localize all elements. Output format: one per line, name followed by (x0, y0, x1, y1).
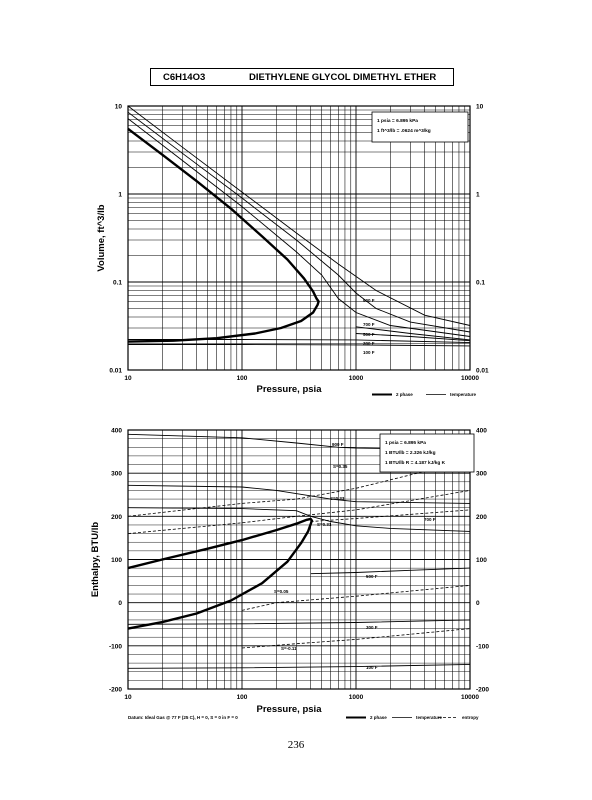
y-tick-label-right: 300 (476, 471, 487, 478)
y-tick-label-left: 100 (111, 557, 122, 564)
compound-title-box: C6H14O3 DIETHYLENE GLYCOL DIMETHYL ETHER (150, 68, 454, 86)
entropy-line-label: S=0.05 (274, 589, 289, 594)
temperature-line-label: 100 F (363, 350, 375, 355)
x-tick-label: 10 (124, 375, 132, 382)
y-tick-label-right: 0.1 (476, 280, 485, 287)
y-tick-label-right: -100 (476, 643, 489, 650)
temperature-line-label: 900 F (363, 298, 375, 303)
x-tick-label: 100 (237, 375, 248, 382)
entropy-line (241, 585, 471, 611)
conversion-note: 1 BTU/lb R = 4.187 kJ/kg K (385, 460, 446, 466)
y-tick-label-left: 300 (111, 471, 122, 478)
temperature-line-label: 300 F (363, 341, 375, 346)
y-tick-label-right: 200 (476, 514, 487, 521)
y-tick-label-left: 0.1 (113, 280, 122, 287)
x-tick-label: 1000 (349, 375, 364, 382)
datum-footnote: Datum: Ideal Gas @ 77 F (25 C), H = 0, S… (128, 715, 238, 720)
entropy-line-label: S=0.35 (333, 464, 348, 469)
legend-label: entropy (462, 715, 479, 720)
y-tick-label-left: 1 (118, 192, 122, 199)
y-tick-label-right: 400 (476, 428, 487, 435)
y-tick-label-right: 0.01 (476, 368, 489, 375)
y-tick-label-right: -200 (476, 687, 489, 694)
x-tick-label: 10000 (461, 375, 479, 382)
x-tick-label: 10 (124, 694, 132, 701)
temperature-line (127, 663, 471, 669)
two-phase-envelope (127, 127, 320, 343)
legend-label: temperature (450, 392, 477, 397)
y-tick-label-left: -200 (109, 687, 122, 694)
x-axis-label: Pressure, psia (257, 704, 323, 715)
conversion-note-box (379, 433, 475, 473)
y-axis-label: Enthalpy, BTU/lb (90, 522, 101, 597)
conversion-note: 1 ft^3/lb = .0624 m^3/kg (377, 128, 431, 134)
y-tick-label-right: 100 (476, 557, 487, 564)
x-tick-label: 100 (237, 694, 248, 701)
temperature-line (127, 619, 471, 625)
conversion-note: 1 psia = 6.895 kPa (377, 118, 418, 124)
temperature-line (127, 433, 471, 450)
entropy-line-label: S=0.31 (317, 522, 332, 527)
temperature-line (127, 105, 471, 326)
temperature-line (355, 333, 471, 342)
y-tick-label-left: 0 (118, 600, 122, 607)
y-tick-label-left: 200 (111, 514, 122, 521)
conversion-note: 1 psia = 6.895 kPa (385, 440, 426, 446)
entropy-line (241, 628, 471, 649)
legend-label: 2 phase (370, 715, 387, 720)
two-phase-envelope (127, 517, 314, 630)
y-tick-label-left: 10 (115, 104, 123, 111)
entropy-line-label: S=-0.11 (281, 646, 297, 651)
plot-frame (127, 105, 471, 371)
temperature-line (355, 326, 471, 341)
entropy-line (310, 509, 471, 522)
entropy-line-label: S=0.33 (330, 496, 345, 501)
temperature-line-label: 500 F (366, 574, 378, 579)
conversion-note: 1 BTU/lb = 2.326 kJ/kg (385, 450, 436, 456)
conversion-note-box (371, 111, 469, 143)
legend-label: 2 phase (396, 392, 413, 397)
x-axis-label: Pressure, psia (257, 384, 323, 395)
y-tick-label-right: 1 (476, 192, 480, 199)
entropy-line (127, 459, 471, 517)
compound-name: DIETHYLENE GLYCOL DIMETHYL ETHER (249, 72, 437, 83)
temperature-line-label: 500 F (363, 332, 375, 337)
temperature-line-label: 900 F (332, 442, 344, 447)
y-tick-label-right: 0 (476, 600, 480, 607)
y-axis-label: Volume, ft^3/lb (96, 204, 107, 271)
y-tick-label-left: 0.01 (109, 368, 122, 375)
temperature-line-label: 300 F (366, 625, 378, 630)
y-tick-label-right: 10 (476, 104, 484, 111)
plot-frame (127, 429, 471, 690)
x-tick-label: 10000 (461, 694, 479, 701)
temperature-line (127, 118, 471, 337)
page-number: 236 (287, 739, 305, 751)
temperature-line (127, 484, 471, 504)
temperature-line (128, 344, 471, 347)
legend-label: temperature (416, 715, 443, 720)
temperature-line (310, 567, 471, 575)
compound-formula: C6H14O3 (163, 72, 206, 83)
x-tick-label: 1000 (349, 694, 364, 701)
temperature-line (127, 507, 471, 532)
temperature-line-label: 700 F (424, 517, 436, 522)
entropy-line (127, 490, 471, 534)
temperature-line-label: 100 F (366, 665, 378, 670)
temperature-line-label: 700 F (363, 322, 375, 327)
y-tick-label-left: -100 (109, 643, 122, 650)
temperature-line (127, 111, 471, 333)
y-tick-label-left: 400 (111, 428, 122, 435)
